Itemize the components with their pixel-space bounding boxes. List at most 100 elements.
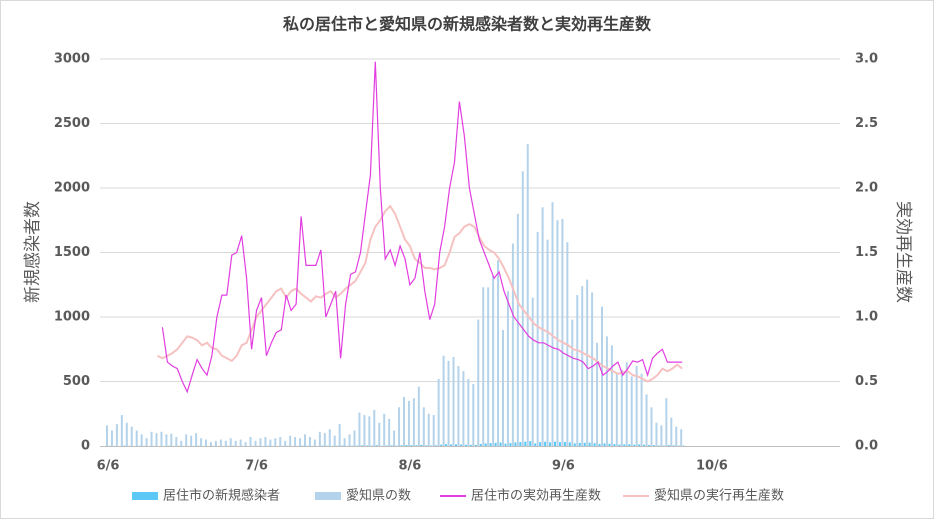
bar: [375, 445, 378, 446]
bar: [318, 431, 321, 446]
bar: [410, 445, 413, 446]
bar: [459, 444, 462, 446]
bar: [514, 442, 517, 446]
bar: [529, 441, 532, 446]
x-tick-label: 10/6: [696, 459, 728, 474]
bar: [323, 433, 326, 446]
bar: [571, 319, 574, 446]
bar: [170, 433, 173, 446]
bar: [363, 415, 366, 446]
bar: [150, 431, 153, 446]
bar: [244, 442, 247, 446]
bar: [299, 438, 302, 446]
chart-title: 私の居住市と愛知県の新規感染者数と実効再生産数: [283, 15, 652, 34]
bar: [544, 441, 547, 446]
x-tick-label: 7/6: [245, 459, 268, 474]
y2-tick-label: 2.5: [855, 116, 878, 131]
bar: [440, 444, 443, 446]
bar: [155, 433, 158, 446]
bar: [125, 422, 128, 446]
bar: [464, 444, 467, 446]
y2-axis-title: 実効再生産数: [893, 201, 913, 303]
bar: [289, 435, 292, 446]
bar: [140, 434, 143, 446]
bar: [603, 443, 606, 446]
y2-tick-label: 2.0: [855, 181, 878, 196]
bar: [274, 438, 277, 446]
y-tick-label: 500: [63, 374, 90, 389]
bar: [106, 425, 108, 446]
bar: [313, 439, 316, 446]
bar: [405, 444, 408, 446]
bar: [412, 398, 415, 446]
bar: [234, 440, 237, 446]
bar: [640, 373, 643, 446]
bar: [205, 439, 207, 446]
bar: [368, 416, 371, 446]
bar: [435, 445, 438, 446]
bar: [452, 356, 455, 446]
bar: [415, 445, 418, 446]
bar: [628, 444, 631, 446]
bar: [625, 362, 628, 446]
line-series: [157, 204, 683, 383]
bar: [180, 440, 183, 446]
bar: [541, 207, 544, 446]
bar: [593, 443, 596, 446]
bar: [576, 295, 579, 446]
bar: [249, 436, 252, 446]
bar: [425, 445, 428, 446]
bar: [568, 442, 571, 446]
bar: [546, 239, 549, 446]
x-tick-label: 9/6: [552, 459, 575, 474]
bar: [578, 442, 581, 446]
bar: [259, 438, 262, 446]
bar: [536, 231, 539, 446]
y2-tick-label: 3.0: [855, 52, 878, 67]
y2-tick-label: 1.5: [855, 245, 878, 260]
bar: [195, 433, 198, 446]
bar: [135, 430, 138, 446]
bar: [653, 445, 655, 446]
bar: [573, 443, 576, 446]
bar: [373, 409, 376, 446]
bar: [445, 444, 448, 446]
y2-tick-label: 0.5: [855, 374, 878, 389]
legend-label: 愛知県の数: [346, 488, 411, 504]
line-series: [161, 61, 683, 394]
bar: [160, 431, 163, 446]
bar: [620, 369, 623, 446]
bar: [516, 213, 519, 446]
bar: [437, 378, 440, 446]
bar: [506, 291, 509, 446]
bar: [504, 443, 507, 446]
bar: [551, 202, 554, 446]
bar: [610, 345, 613, 446]
bar: [615, 373, 618, 446]
bar: [492, 275, 495, 446]
bar: [407, 400, 410, 446]
bar: [479, 443, 482, 446]
bar: [487, 287, 490, 446]
bar: [539, 442, 542, 446]
y2-tick-label: 0.0: [855, 439, 878, 454]
bar: [353, 430, 356, 446]
bar: [655, 422, 658, 446]
bar: [269, 439, 272, 446]
bar: [680, 429, 683, 446]
bar: [403, 396, 405, 446]
bar: [489, 443, 492, 446]
bar: [561, 218, 564, 446]
bar: [294, 436, 297, 446]
bar: [165, 434, 168, 446]
bar: [630, 376, 633, 446]
legend-label: 居住市の実効再生産数: [471, 488, 601, 504]
bar: [494, 442, 497, 446]
bar: [670, 417, 673, 446]
bar: [588, 442, 591, 446]
bar: [660, 425, 663, 446]
bar: [667, 445, 670, 446]
bar: [304, 434, 306, 446]
bar: [417, 386, 420, 446]
bar: [596, 342, 599, 446]
